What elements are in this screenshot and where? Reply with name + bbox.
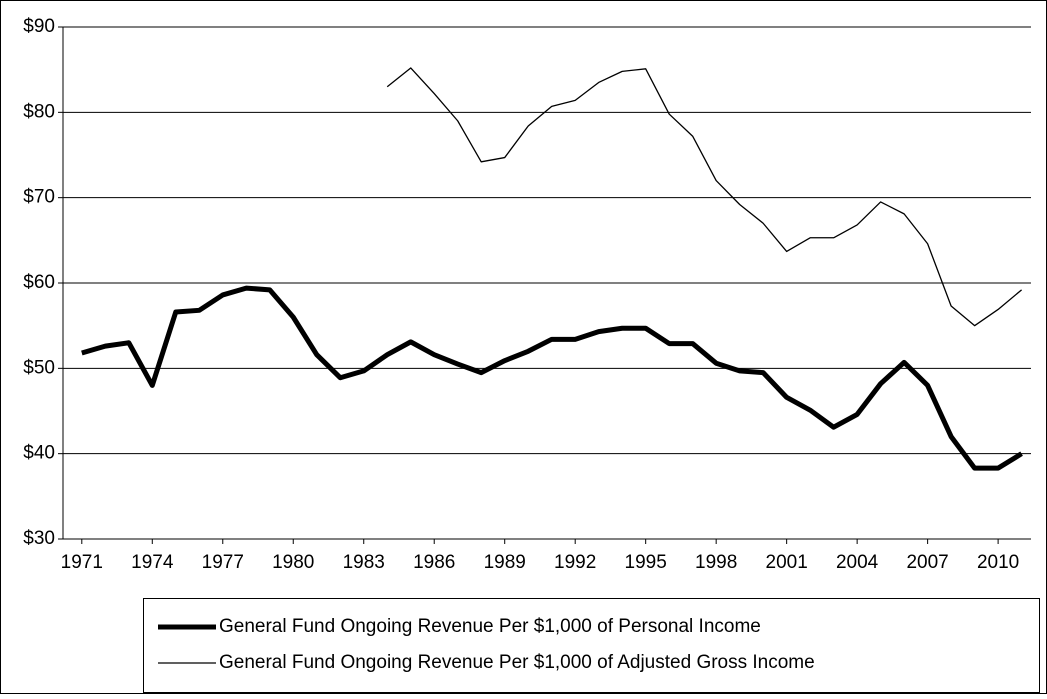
x-tick-label: 1977 (202, 552, 244, 573)
x-tick-label: 1995 (625, 552, 667, 573)
x-tick-label: 1983 (343, 552, 385, 573)
x-tick-label: 1989 (484, 552, 526, 573)
y-tick-label: $90 (23, 16, 55, 37)
x-tick-label: 2001 (766, 552, 808, 573)
y-tick-label: $80 (23, 101, 55, 122)
y-tick-label: $50 (23, 357, 55, 378)
x-tick-label: 1971 (61, 552, 103, 573)
x-tick-label: 1998 (695, 552, 737, 573)
x-tick-label: 2010 (977, 552, 1019, 573)
y-tick-label: $60 (23, 272, 55, 293)
series-line (386, 67, 1023, 327)
y-tick-label: $30 (23, 528, 55, 549)
legend-box (143, 598, 1040, 693)
x-tick-label: 2004 (836, 552, 879, 573)
series-line (81, 285, 1023, 471)
y-tick-label: $70 (23, 187, 55, 208)
x-tick-label: 2007 (906, 552, 948, 573)
legend-label: General Fund Ongoing Revenue Per $1,000 … (219, 652, 815, 673)
x-tick-label: 1986 (413, 552, 455, 573)
x-tick-label: 1980 (272, 552, 314, 573)
y-tick-label: $40 (23, 443, 55, 464)
x-tick-label: 1992 (554, 552, 596, 573)
x-tick-label: 1974 (131, 552, 174, 573)
legend-label: General Fund Ongoing Revenue Per $1,000 … (219, 616, 761, 637)
